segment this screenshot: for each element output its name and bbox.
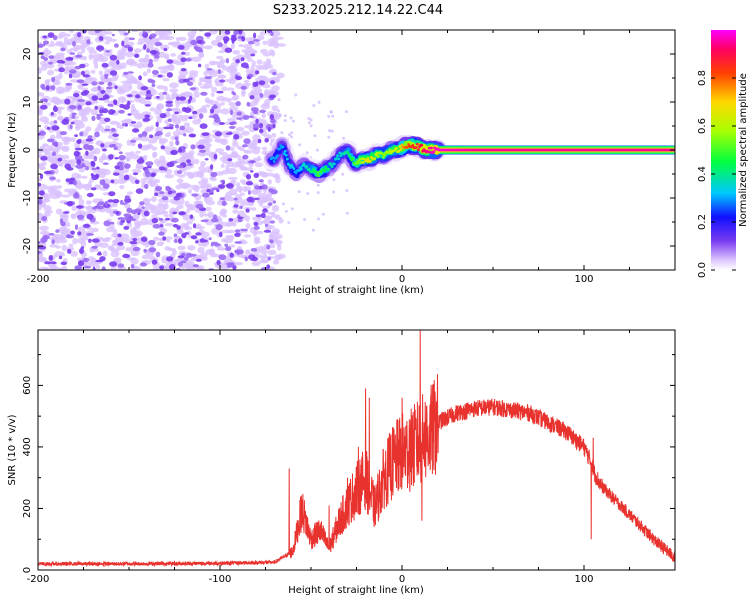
snr-xtick-label: 0 — [399, 574, 405, 585]
snr-ytick-label: 200 — [22, 499, 33, 518]
snr-ylabel: SNR (10 * v/v) — [7, 414, 18, 485]
spectrogram-xtick-label: 100 — [574, 274, 593, 285]
snr-panel: -200 -100 0 100 0 200 400 600 Height of straigh… — [7, 329, 676, 596]
spectrogram-ytick-label: -10 — [22, 190, 33, 206]
colorbar-gradient — [711, 30, 736, 270]
ridge-signal — [262, 135, 675, 184]
colorbar-tick-label: 0.0 — [697, 262, 708, 278]
snr-ytick-label: 0 — [22, 567, 33, 573]
spectrogram-ytick-label: 10 — [22, 96, 33, 109]
colorbar-tick-label: 0.4 — [697, 166, 708, 182]
spectrogram-ytick-label: 0 — [22, 147, 33, 153]
noise-blobs-dark — [38, 30, 278, 270]
chart-title: S233.2025.212.14.22.C44 — [273, 3, 443, 18]
snr-xtick-label: 100 — [574, 574, 593, 585]
colorbar-ticks: 0.0 0.2 0.4 0.6 0.8 — [697, 70, 736, 278]
snr-xlabel: Height of straight line (km) — [288, 585, 424, 596]
snr-xtick-label: -100 — [209, 574, 232, 585]
spectrogram-marks — [38, 30, 675, 270]
colorbar-tick-label: 0.6 — [697, 118, 708, 134]
snr-ytick-label: 600 — [22, 376, 33, 395]
spectrogram-xtick-label: -200 — [27, 274, 50, 285]
colorbar-tick-label: 0.2 — [697, 214, 708, 230]
colorbar: 0.0 0.2 0.4 0.6 0.8 Normalized spectral ampl… — [697, 30, 749, 278]
snr-ticks: -200 -100 0 100 0 200 400 600 — [22, 330, 676, 585]
spectrogram-xlabel: Height of straight line (km) — [288, 285, 424, 296]
snr-xtick-label: -200 — [27, 574, 50, 585]
snr-ytick-label: 400 — [22, 437, 33, 456]
spectrogram-xtick-label: 0 — [399, 274, 405, 285]
colorbar-label: Normalized spectral amplitude — [738, 73, 749, 227]
spectrogram-xtick-label: -100 — [209, 274, 232, 285]
spectrogram-ylabel: Frequency (Hz) — [7, 112, 18, 188]
spectrogram-ytick-label: -20 — [22, 238, 33, 254]
snr-series-line — [38, 330, 675, 568]
colorbar-tick-label: 0.8 — [697, 70, 708, 86]
spectrogram-ytick-label: 20 — [22, 48, 33, 61]
